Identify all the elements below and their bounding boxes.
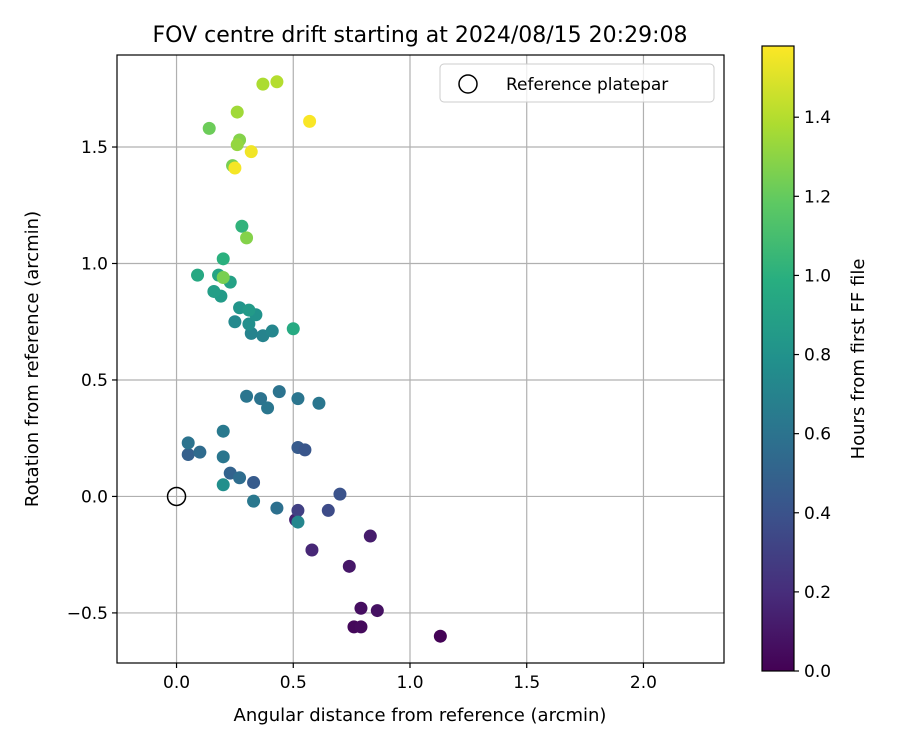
data-point	[291, 503, 305, 517]
y-axis-ticks: −0.5 0.0 0.5 1.0 1.5	[67, 138, 117, 624]
legend-box	[439, 63, 715, 103]
colorbar: 0.0 0.2 0.4 0.6 0.8 1.0 1.2 1.4 Hours from firs…	[761, 45, 869, 682]
data-point	[321, 503, 335, 517]
colorbar-tick-label: 0.2	[804, 583, 831, 603]
data-point	[242, 317, 256, 331]
colorbar-tick-label: 1.0	[804, 266, 831, 286]
data-point	[270, 75, 284, 89]
data-point	[228, 161, 242, 175]
scatter-points	[181, 75, 447, 643]
data-point	[230, 105, 244, 119]
data-point	[230, 138, 244, 152]
data-point	[242, 303, 256, 317]
x-tick-label: 0.0	[163, 673, 190, 693]
colorbar-tick-label: 0.4	[804, 504, 831, 524]
y-tick-label: 0.0	[81, 487, 108, 507]
colorbar-tick-label: 1.4	[804, 108, 831, 128]
data-point	[256, 77, 270, 91]
y-axis-label: Rotation from reference (arcmin)	[22, 211, 43, 507]
data-point	[291, 515, 305, 529]
plot-background	[117, 55, 724, 663]
data-point	[303, 114, 317, 128]
data-point	[247, 494, 261, 508]
data-point	[333, 487, 347, 501]
colorbar-tick-label: 0.0	[804, 662, 831, 682]
data-point	[216, 424, 230, 438]
data-point	[240, 231, 254, 245]
x-axis-ticks: 0.0 0.5 1.0 1.5 2.0	[163, 663, 657, 693]
plot-area: 0.0 0.5 1.0 1.5 2.0 −0.5 0.0 0.5 1.0 1.5	[67, 54, 725, 693]
y-tick-label: 1.5	[81, 138, 108, 158]
data-point	[216, 478, 230, 492]
colorbar-tick-label: 0.8	[804, 346, 831, 366]
data-point	[216, 270, 230, 284]
data-point	[207, 284, 221, 298]
data-point	[181, 448, 195, 462]
colorbar-tick-label: 1.2	[804, 187, 831, 207]
data-point	[247, 475, 261, 489]
data-point	[244, 145, 258, 159]
plot-frame	[116, 54, 725, 664]
reference-marker	[166, 486, 187, 507]
data-point	[354, 601, 368, 615]
data-point	[270, 501, 284, 515]
x-tick-label: 0.5	[280, 673, 307, 693]
y-tick-label: 1.0	[81, 254, 108, 274]
data-point	[370, 604, 384, 618]
data-point	[363, 529, 377, 543]
data-point	[261, 401, 275, 415]
data-point	[433, 629, 447, 643]
data-point	[202, 121, 216, 135]
colorbar-label: Hours from first FF file	[848, 259, 869, 460]
data-point	[298, 443, 312, 457]
data-point	[233, 471, 247, 485]
data-point	[265, 324, 279, 338]
data-point	[254, 392, 268, 406]
data-point	[286, 322, 300, 336]
data-point	[272, 385, 286, 399]
data-point	[228, 315, 242, 329]
data-point	[181, 436, 195, 450]
data-point	[216, 252, 230, 266]
data-point	[305, 543, 319, 557]
legend: Reference platepar	[439, 63, 715, 103]
legend-open-circle-marker	[458, 74, 478, 94]
data-point	[342, 559, 356, 573]
data-point	[240, 389, 254, 403]
data-point	[354, 620, 368, 634]
data-point	[235, 219, 249, 233]
data-point	[312, 396, 326, 410]
data-point	[191, 268, 205, 282]
data-point	[193, 445, 207, 459]
colorbar-tick-label: 0.6	[804, 425, 831, 445]
y-tick-label: −0.5	[67, 604, 108, 624]
x-axis-label: Angular distance from reference (arcmin)	[234, 705, 607, 726]
y-tick-label: 0.5	[81, 371, 108, 391]
grid	[117, 55, 724, 663]
data-point	[291, 392, 305, 406]
colorbar-gradient	[761, 45, 795, 672]
legend-label: Reference platepar	[506, 75, 668, 95]
chart-title: FOV centre drift starting at 2024/08/15 …	[153, 23, 688, 48]
x-tick-label: 1.5	[513, 673, 540, 693]
x-tick-label: 2.0	[630, 673, 657, 693]
data-point	[216, 450, 230, 464]
colorbar-ticks: 0.0 0.2 0.4 0.6 0.8 1.0 1.2 1.4	[794, 108, 831, 682]
x-tick-label: 1.0	[396, 673, 423, 693]
